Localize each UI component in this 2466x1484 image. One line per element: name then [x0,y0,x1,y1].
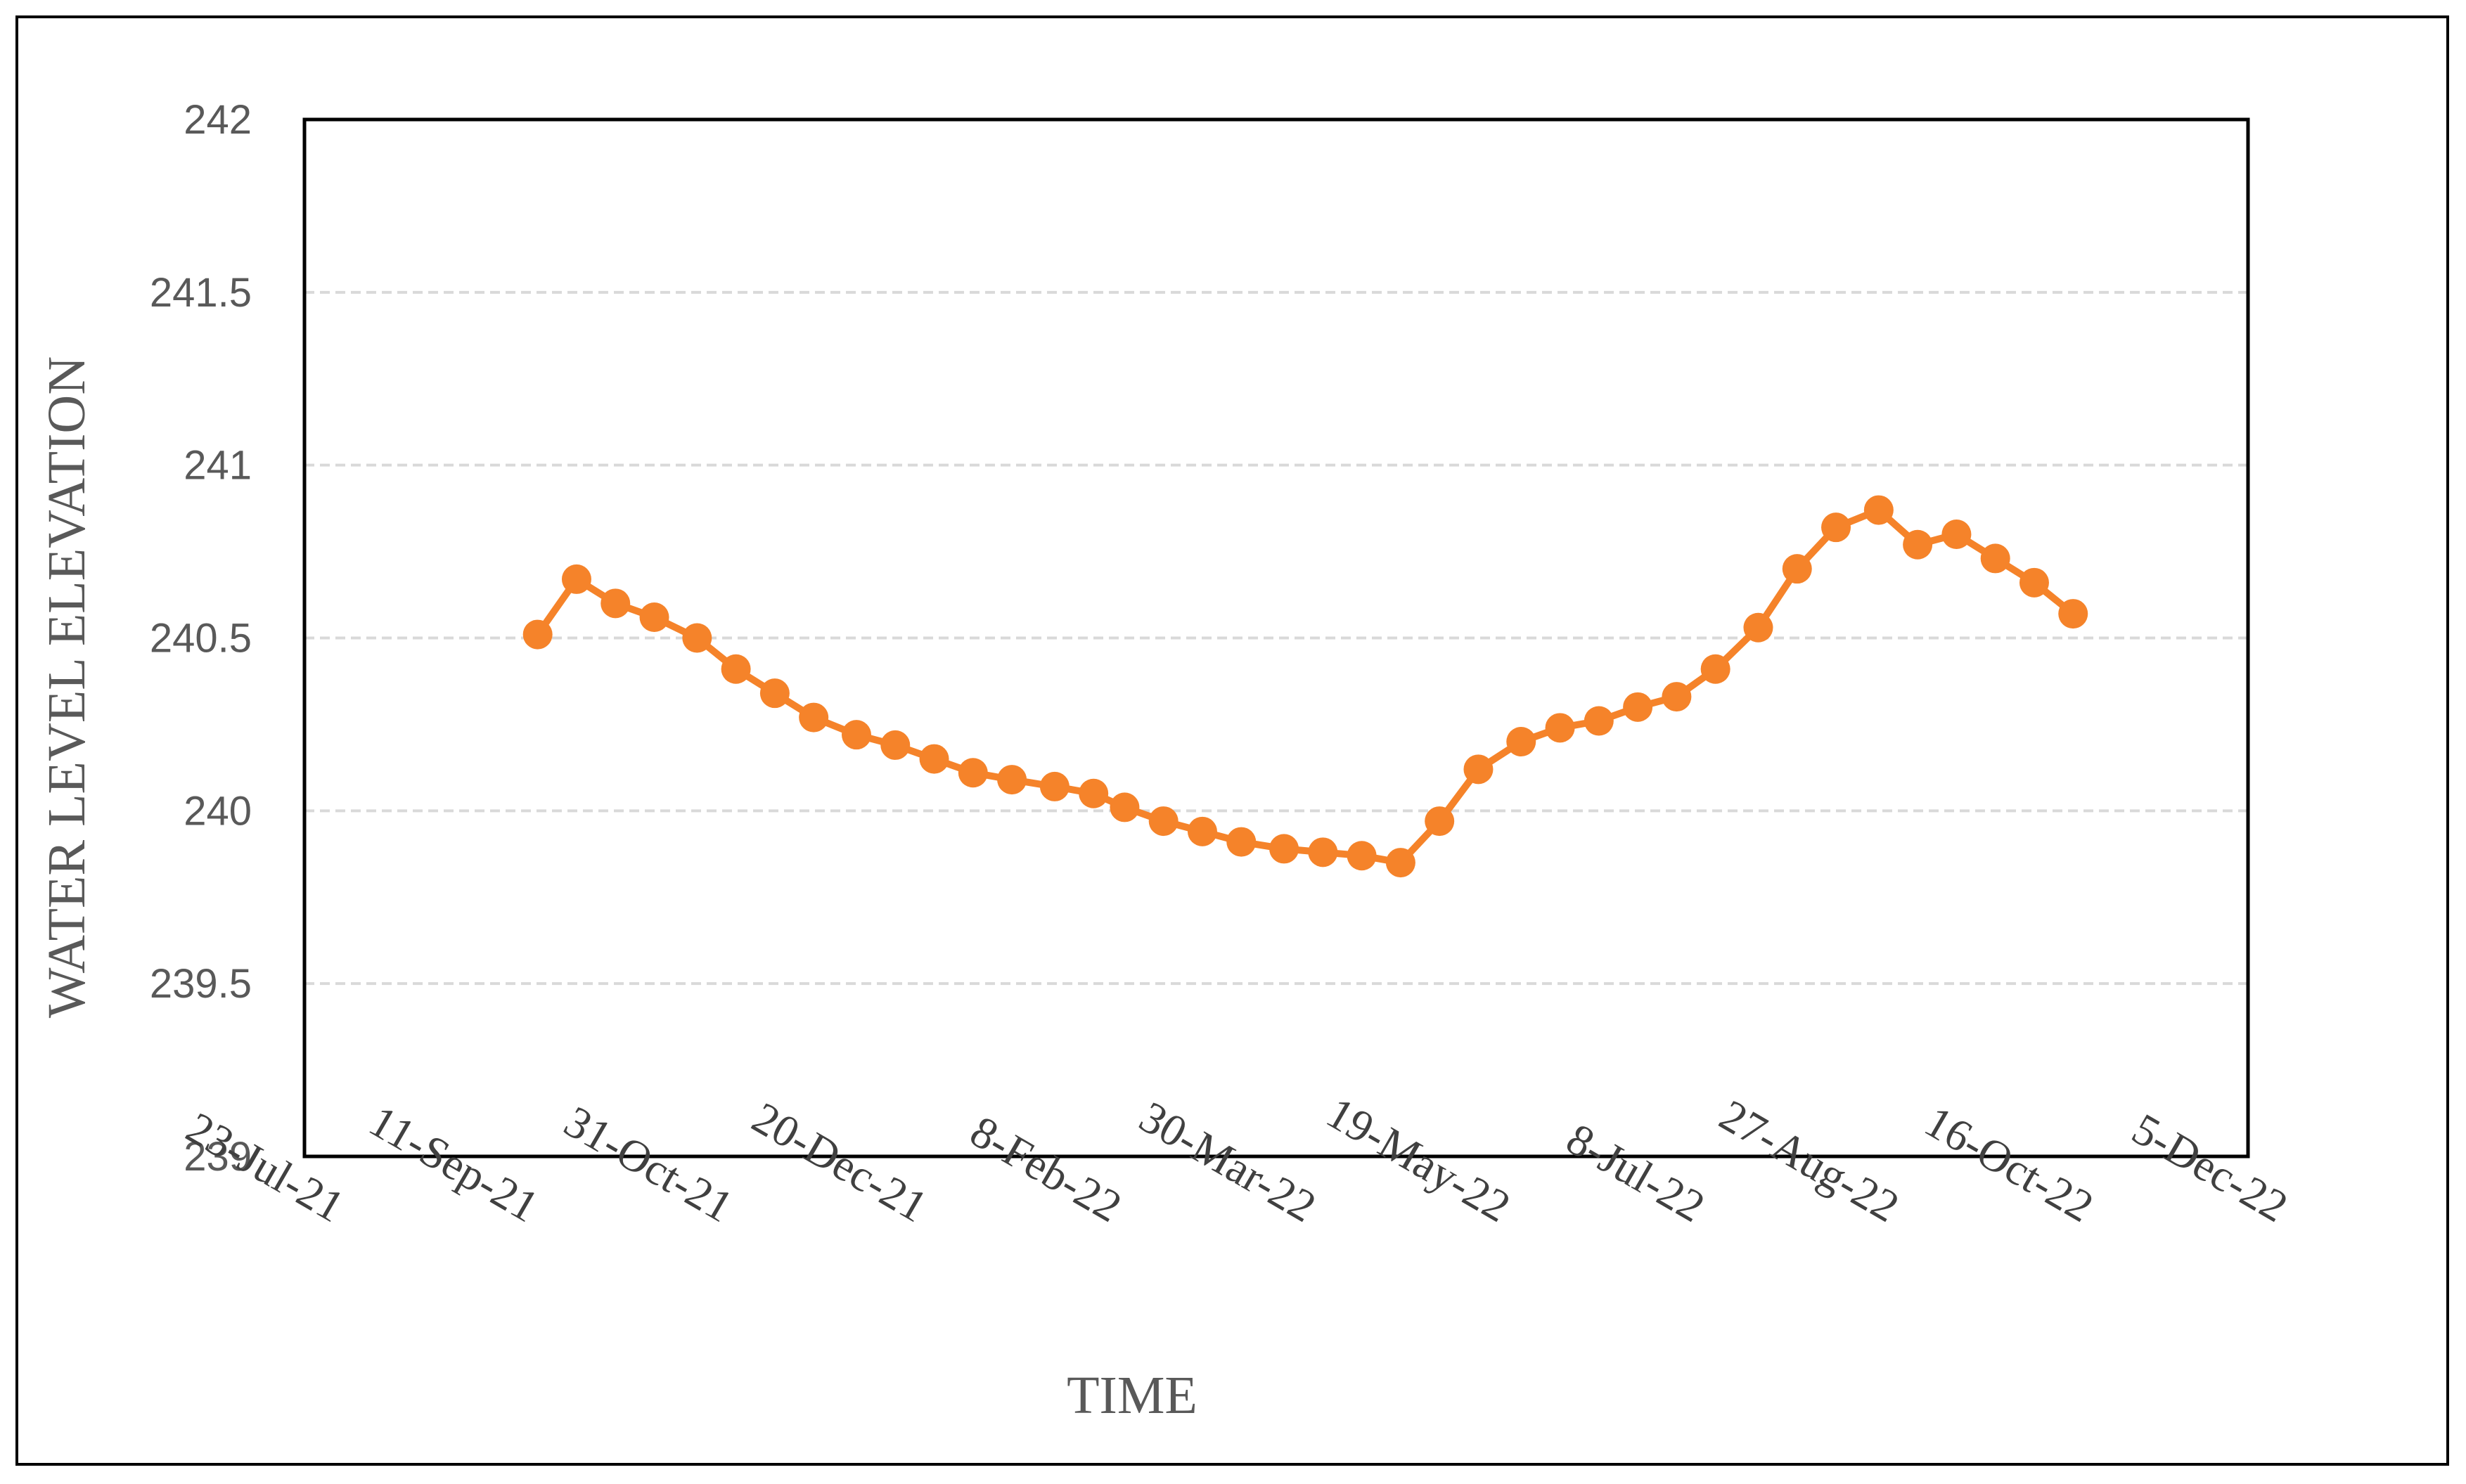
x-tick-label: 30-Mar-22 [1131,1092,1324,1232]
gridlines [304,290,2248,986]
data-point [1463,754,1494,785]
data-point [1623,692,1653,722]
x-axis-title: TIME [1067,1366,1197,1425]
x-tick-label: 31-Oct-21 [556,1096,741,1232]
x-tick-label: 8-Jul-22 [1558,1114,1713,1232]
data-point [1039,771,1070,801]
y-tick-label: 242 [184,97,252,143]
x-tick-label: 5-Dec-22 [2124,1104,2297,1232]
data-point [1269,834,1299,864]
data-point [1079,778,1109,808]
data-point [1110,792,1140,822]
data-point [721,654,751,684]
data-point [958,758,988,788]
data-point [1700,654,1730,684]
y-tick-label: 241 [184,443,252,489]
x-tick-label: 19-May-22 [1318,1088,1519,1232]
data-point [759,678,790,709]
data-point [1545,713,1575,743]
data-point [522,619,553,650]
data-point [997,765,1027,795]
data-point [561,564,591,594]
series-markers [522,495,2088,878]
data-point [1662,682,1692,712]
x-axis-ticks: 23-Jul-21 11-Sep-21 31-Oct-21 20-Dec-21 8-Fe… [179,1088,2297,1232]
x-tick-label: 8-Feb-22 [962,1106,1130,1232]
data-point [1347,841,1377,871]
data-point [1308,837,1338,867]
y-axis-ticks: 239 239.5 240 240.5 241 241.5 242 [150,97,252,1180]
data-point [841,720,871,750]
series-line [534,506,2077,867]
y-tick-label: 241.5 [150,270,252,316]
x-tick-label: 27-Aug-22 [1712,1090,1908,1232]
data-point [1903,529,1933,560]
data-point [1941,520,1972,549]
y-tick-label: 240.5 [150,616,252,662]
data-point [880,730,911,760]
data-point [1148,806,1179,837]
chart-frame [15,15,2449,1466]
y-tick-label: 239.5 [150,961,252,1007]
data-point [919,744,949,774]
data-point [1425,806,1455,837]
data-point [799,702,829,733]
data-point [1821,512,1851,543]
data-point [1584,706,1614,736]
data-point [1743,612,1773,643]
data-point [2019,567,2049,598]
data-point [601,588,631,619]
data-point [1980,543,2010,574]
x-tick-label: 20-Dec-21 [744,1092,935,1232]
data-point [682,623,712,653]
data-point [1782,554,1812,584]
data-point [2058,599,2088,629]
plot-area [302,117,2250,1159]
y-tick-label: 240 [184,788,252,834]
data-point [639,602,669,632]
data-point [1506,727,1536,756]
data-point [1226,827,1257,857]
data-point [1863,495,1894,525]
data-point [1187,816,1217,846]
x-tick-label: 16-Oct-22 [1917,1096,2102,1232]
y-axis-title: WATER LEVEL ELEVATION [37,356,96,1018]
data-point [1385,848,1415,878]
x-tick-label: 11-Sep-21 [361,1096,547,1232]
y-tick-label: 239 [184,1134,252,1180]
